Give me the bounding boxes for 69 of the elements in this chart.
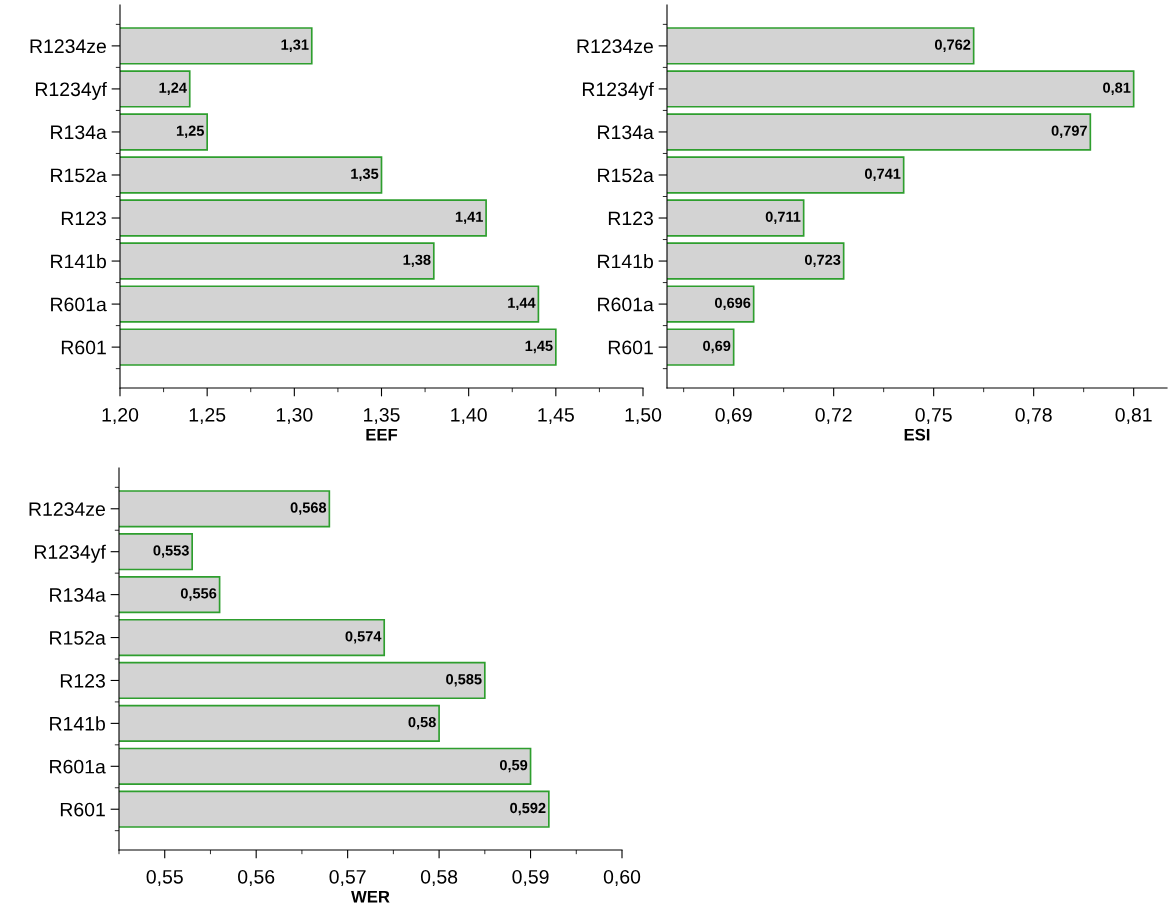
data-label: 1,41 [455,211,483,225]
y-tick-label: R601 [60,802,105,817]
data-label: 0,592 [510,802,546,816]
data-label: 0,585 [446,674,482,687]
x-tick-label: 1,35 [364,407,400,425]
data-label: 1,31 [281,39,309,52]
y-tick-label: R1234ze [577,39,653,54]
data-label: 0,696 [714,297,751,311]
x-tick-label: 0,60 [603,869,641,887]
y-tick-label: R1234ze [30,39,106,54]
x-tick-label: 0,55 [146,869,183,887]
x-axis-title: ESI [904,428,930,441]
data-label: 1,35 [351,168,379,182]
data-label: 0,568 [290,502,327,515]
y-tick-label: R601a [51,297,107,312]
y-tick-label: R141b [51,254,106,269]
y-tick-label: R1234ze [29,502,105,517]
data-label: 1,24 [159,82,187,95]
y-tick-label: R134a [51,125,107,140]
x-tick-label: 1,50 [625,407,662,425]
x-tick-label: 1,40 [451,407,487,425]
x-tick-label: 0,58 [420,869,458,887]
data-label: 0,553 [153,545,189,558]
data-label: 0,59 [499,759,528,773]
y-tick-label: R141b [598,254,653,269]
x-tick-label: 1,45 [538,408,574,425]
x-tick-label: 1,25 [189,407,226,425]
y-tick-label: R1234yf [35,81,107,100]
x-tick-label: 1,30 [276,407,313,425]
data-label: 0,723 [804,254,841,268]
y-tick-label: R601a [598,297,654,312]
x-tick-label: 0,78 [1015,407,1052,425]
data-label: 1,44 [508,297,536,311]
x-axis-title: EEF [366,428,398,441]
y-tick-label: R123 [608,211,653,226]
y-tick-label: R152a [598,168,654,183]
data-label: 0,741 [864,168,901,182]
x-tick-label: 0,72 [815,407,852,425]
y-tick-label: R123 [61,211,106,226]
data-label: 0,69 [703,340,731,354]
data-label: 0,81 [1103,82,1131,95]
data-label: 0,556 [180,588,217,601]
y-tick-label: R134a [50,588,106,602]
x-tick-label: 1,20 [102,407,139,425]
x-axis-title: WER [351,890,390,903]
y-tick-label: R1234yf [34,544,106,563]
y-tick-label: R123 [60,673,105,688]
data-label: 1,45 [525,340,553,354]
y-tick-label: R152a [50,631,106,645]
x-tick-label: 0,56 [238,869,275,887]
y-tick-label: R601a [50,759,106,774]
data-label: 1,38 [403,254,431,268]
x-tick-label: 0,57 [329,869,366,887]
data-label: 0,574 [345,631,382,644]
y-tick-label: R601 [608,340,653,355]
y-tick-label: R134a [598,125,654,140]
data-label: 0,58 [408,716,436,730]
data-label: 0,762 [934,39,971,52]
y-tick-label: R1234yf [582,81,654,100]
x-tick-label: 0,81 [1115,407,1152,425]
data-label: 1,25 [176,125,204,138]
y-tick-label: R601 [61,340,106,355]
x-tick-label: 0,75 [915,407,952,425]
data-label: 0,711 [765,211,801,225]
y-tick-label: R152a [51,168,107,183]
y-tick-label: R141b [50,716,105,731]
x-tick-label: 0,59 [512,869,549,887]
x-tick-label: 0,69 [715,407,752,425]
data-label: 0,797 [1051,125,1087,138]
